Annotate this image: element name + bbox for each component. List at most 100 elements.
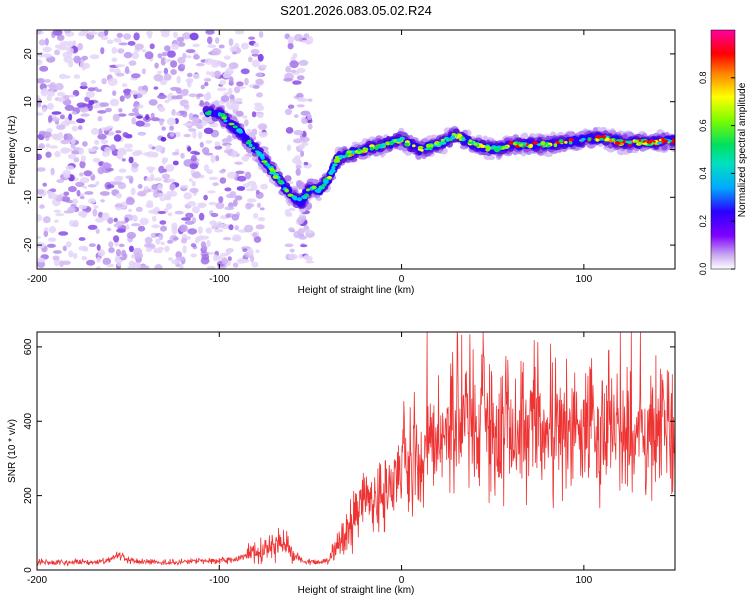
noise-blob (83, 246, 89, 252)
noise-blob (75, 181, 85, 187)
noise-blob (252, 232, 257, 238)
x-tick-label: 0 (399, 274, 405, 285)
colorbar-tick-label: 0.6 (698, 119, 708, 132)
noise-blob (135, 206, 143, 212)
ridge-core (388, 141, 395, 146)
ridge-core (429, 144, 434, 148)
noise-blob (87, 147, 97, 152)
ridge-core (657, 141, 662, 145)
ridge-core (322, 183, 327, 187)
noise-blob (170, 43, 180, 50)
noise-blob (255, 79, 264, 85)
noise-blob (123, 33, 132, 40)
noise-blob (81, 55, 88, 61)
noise-blob (115, 130, 122, 134)
ridge-core (587, 137, 592, 142)
noise-blob (232, 51, 237, 55)
noise-blob (284, 209, 291, 217)
noise-blob (253, 42, 260, 48)
noise-blob (47, 90, 56, 97)
noise-blob (76, 102, 87, 108)
ridge-core (314, 189, 321, 193)
noise-blob (188, 93, 198, 98)
ridge-core (269, 167, 275, 171)
noise-blob (301, 39, 309, 43)
y-tick-label: 20 (23, 48, 34, 60)
noise-blob (287, 104, 295, 109)
noise-blob (192, 130, 197, 139)
noise-blob (64, 30, 71, 34)
noise-blob (50, 167, 55, 176)
noise-blob (99, 191, 110, 196)
ridge-core (618, 139, 624, 143)
noise-blob (213, 254, 219, 262)
noise-blob (167, 178, 176, 183)
noise-blob (227, 87, 233, 95)
noise-blob (190, 243, 197, 248)
noise-blob (223, 55, 231, 60)
noise-blob (52, 30, 63, 36)
noise-blob (79, 106, 89, 113)
noise-blob (162, 168, 167, 173)
noise-blob (245, 202, 252, 210)
ridge-core (637, 142, 643, 145)
ridge-core (468, 139, 473, 143)
noise-blob (95, 217, 105, 223)
figure-title: S201.2026.083.05.02.R24 (280, 3, 432, 18)
ridge-blob (487, 155, 496, 160)
noise-blob (287, 43, 294, 50)
noise-blob (288, 253, 298, 260)
noise-blob (244, 77, 249, 86)
noise-blob (233, 151, 239, 156)
noise-blob (206, 239, 211, 248)
noise-blob (125, 175, 134, 179)
noise-blob (298, 59, 309, 66)
noise-blob (197, 202, 207, 208)
noise-blob (42, 182, 47, 187)
noise-blob (77, 43, 83, 51)
noise-blob (54, 44, 62, 49)
noise-blob (255, 189, 260, 195)
noise-blob (207, 265, 216, 269)
noise-blob (210, 155, 216, 163)
noise-blob (119, 256, 127, 261)
noise-blob (78, 125, 83, 131)
noise-blob (240, 68, 250, 75)
noise-blob (52, 250, 62, 254)
noise-blob (88, 198, 96, 204)
x-tick-label: 100 (576, 274, 593, 285)
ridge-core (626, 140, 633, 144)
noise-blob (54, 49, 61, 56)
ridge-blob (571, 136, 578, 144)
ridge-core (501, 146, 506, 150)
noise-blob (117, 154, 124, 160)
snr-frame (36, 331, 676, 571)
x-tick-label: -100 (209, 274, 229, 285)
ridge-core (232, 125, 238, 129)
noise-blob (136, 192, 146, 196)
noise-blob (100, 47, 105, 55)
noise-blob (228, 38, 234, 47)
ridge-core (278, 180, 283, 184)
y-tick-label: 200 (23, 487, 34, 504)
noise-blob (80, 113, 90, 117)
noise-blob (176, 36, 185, 43)
noise-blob (257, 53, 264, 62)
noise-blob (114, 258, 122, 263)
noise-blob (92, 157, 101, 163)
noise-blob (192, 43, 201, 48)
noise-blob (214, 141, 221, 147)
noise-blob (184, 103, 190, 111)
noise-blob (239, 258, 250, 264)
noise-blob (57, 91, 65, 97)
ridge-core (346, 150, 353, 154)
noise-blob (97, 116, 103, 122)
noise-blob (163, 59, 172, 63)
noise-blob (206, 169, 213, 175)
noise-blob (118, 42, 128, 46)
noise-blob (113, 181, 124, 185)
noise-blob (180, 152, 185, 159)
noise-blob (133, 101, 139, 108)
noise-blob (132, 107, 139, 113)
